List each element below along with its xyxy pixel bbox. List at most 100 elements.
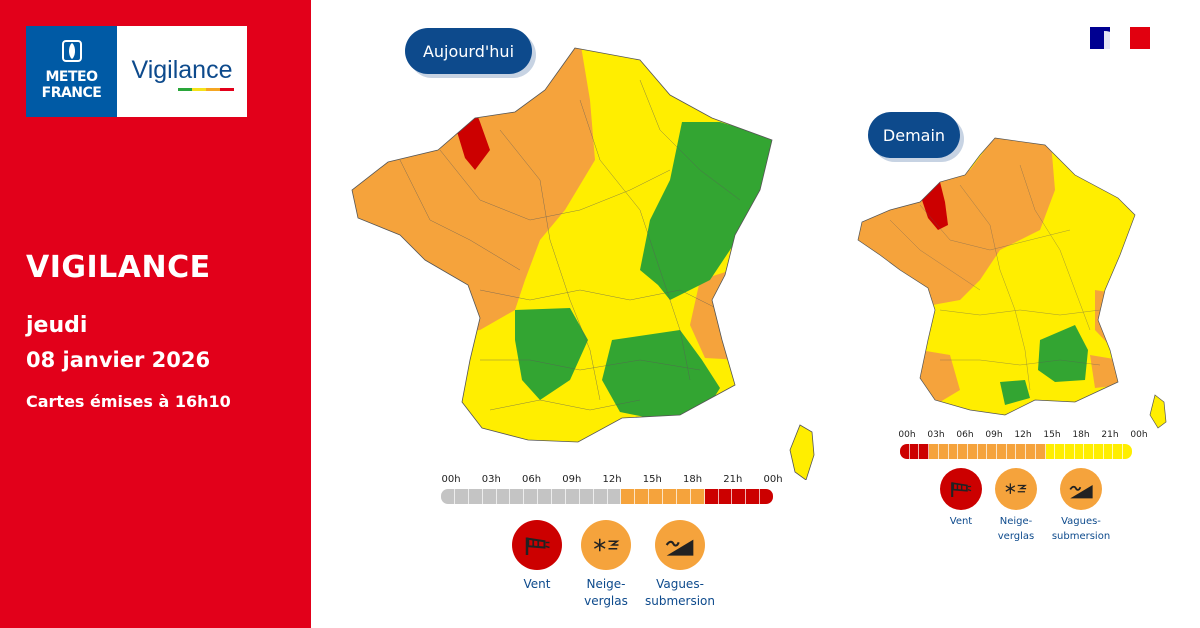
timeline-hour-segment bbox=[1035, 444, 1046, 459]
hazard-label: Neige- verglas bbox=[584, 577, 628, 608]
timeline-hour-segment bbox=[663, 489, 677, 504]
meteo-france-line2: FRANCE bbox=[41, 85, 102, 101]
timeline-hour-segment bbox=[987, 444, 998, 459]
timeline-hour-segment bbox=[635, 489, 650, 504]
hazard-label: Vent bbox=[949, 516, 973, 527]
date-full: 08 janvier 2026 bbox=[26, 348, 211, 372]
timeline-hour-segment bbox=[1045, 444, 1056, 459]
timeline-hour-segment bbox=[732, 489, 747, 504]
timeline-hour-segment bbox=[1094, 444, 1104, 459]
timeline-hour-label: 09h bbox=[985, 430, 1003, 440]
timeline-hour-segment bbox=[1016, 444, 1027, 459]
tomorrow-map-label: Demain bbox=[868, 112, 960, 158]
timeline-hour-segment bbox=[552, 489, 566, 504]
timeline-hour-segment bbox=[482, 489, 497, 504]
tomorrow-hazard-wind: Vent bbox=[935, 468, 987, 529]
meteo-france-line1: METEO bbox=[45, 69, 98, 85]
today-hazard-wind: Vent bbox=[505, 520, 569, 593]
today-timeline-labels: 00h 03h 06h 09h 12h 15h 18h 21h 00h bbox=[436, 474, 788, 485]
issue-time: Cartes émises à 16h10 bbox=[26, 392, 231, 411]
timeline-hour-segment bbox=[1064, 444, 1075, 459]
timeline-hour-segment bbox=[909, 444, 920, 459]
date-weekday: jeudi bbox=[26, 313, 88, 338]
timeline-hour-label: 00h bbox=[1130, 430, 1148, 440]
timeline-hour-label: 06h bbox=[956, 430, 974, 440]
info-panel: METEO FRANCE Vigilance VIGILANCE jeudi 0… bbox=[0, 0, 311, 628]
today-map-label: Aujourd'hui bbox=[405, 28, 532, 74]
timeline-hour-segment bbox=[676, 489, 691, 504]
timeline-hour-segment bbox=[441, 489, 455, 504]
today-hazard-snow-ice: Neige- verglas bbox=[574, 520, 638, 610]
timeline-hour-segment bbox=[1113, 444, 1124, 459]
timeline-hour-label: 18h bbox=[682, 474, 703, 485]
vigilance-color-strip bbox=[178, 88, 234, 91]
tomorrow-hazard-waves: Vagues- submersion bbox=[1045, 468, 1117, 544]
timeline-hour-label: 12h bbox=[1014, 430, 1032, 440]
wind-icon bbox=[512, 520, 562, 570]
hazard-label: Vagues- submersion bbox=[644, 577, 715, 608]
timeline-hour-label: 21h bbox=[1101, 430, 1119, 440]
timeline-hour-segment bbox=[1074, 444, 1085, 459]
timeline-hour-segment bbox=[958, 444, 968, 459]
timeline-hour-segment bbox=[938, 444, 949, 459]
timeline-hour-label: 00h bbox=[441, 474, 461, 485]
snow-ice-icon bbox=[995, 468, 1037, 510]
waves-icon bbox=[1060, 468, 1102, 510]
timeline-hour-label: 03h bbox=[927, 430, 945, 440]
timeline-hour-label: 09h bbox=[562, 474, 582, 485]
meteo-france-logo: METEO FRANCE bbox=[26, 26, 117, 117]
timeline-hour-segment bbox=[690, 489, 705, 504]
meteo-france-emblem-icon bbox=[62, 40, 82, 62]
timeline-hour-segment bbox=[1006, 444, 1017, 459]
timeline-hour-label: 18h bbox=[1072, 430, 1090, 440]
page-title: VIGILANCE bbox=[26, 250, 211, 285]
tomorrow-timeline-bar bbox=[900, 444, 1132, 459]
timeline-hour-segment bbox=[1103, 444, 1114, 459]
timeline-hour-segment bbox=[607, 489, 622, 504]
hazard-label: Vent bbox=[523, 577, 551, 591]
timeline-hour-label: 00h bbox=[898, 430, 916, 440]
timeline-hour-segment bbox=[1123, 444, 1132, 459]
timeline-hour-segment bbox=[900, 444, 910, 459]
timeline-hour-label: 15h bbox=[642, 474, 662, 485]
vigilance-logo-text: Vigilance bbox=[131, 56, 233, 84]
timeline-hour-segment bbox=[621, 489, 636, 504]
timeline-hour-segment bbox=[948, 444, 959, 459]
timeline-hour-segment bbox=[760, 489, 773, 504]
waves-icon bbox=[655, 520, 705, 570]
today-timeline-bar bbox=[441, 489, 773, 504]
timeline-hour-label: 12h bbox=[602, 474, 622, 485]
timeline-hour-label: 00h bbox=[763, 474, 783, 485]
timeline-hour-segment bbox=[593, 489, 608, 504]
timeline-hour-label: 21h bbox=[723, 474, 743, 485]
timeline-hour-segment bbox=[967, 444, 978, 459]
wind-icon bbox=[940, 468, 982, 510]
timeline-hour-segment bbox=[1026, 444, 1036, 459]
timeline-hour-segment bbox=[977, 444, 988, 459]
today-hazard-waves: Vagues- submersion bbox=[640, 520, 720, 610]
timeline-hour-segment bbox=[496, 489, 511, 504]
vigilance-logo: METEO FRANCE Vigilance bbox=[26, 26, 247, 117]
timeline-hour-segment bbox=[1084, 444, 1095, 459]
timeline-hour-segment bbox=[524, 489, 539, 504]
vigilance-color-swatch bbox=[206, 88, 220, 91]
hazard-label: Vagues- submersion bbox=[1051, 516, 1111, 542]
timeline-hour-segment bbox=[746, 489, 761, 504]
vigilance-color-swatch bbox=[220, 88, 234, 91]
timeline-hour-segment bbox=[538, 489, 552, 504]
timeline-hour-segment bbox=[510, 489, 525, 504]
timeline-hour-label: 15h bbox=[1043, 430, 1061, 440]
republique-francaise-flag-icon bbox=[1090, 27, 1150, 49]
timeline-hour-segment bbox=[997, 444, 1007, 459]
timeline-hour-segment bbox=[454, 489, 469, 504]
timeline-hour-segment bbox=[468, 489, 483, 504]
vigilance-color-swatch bbox=[178, 88, 192, 91]
today-france-map bbox=[351, 47, 815, 480]
tomorrow-france-map bbox=[857, 137, 1167, 429]
timeline-hour-segment bbox=[1055, 444, 1065, 459]
vigilance-color-swatch bbox=[192, 88, 206, 91]
timeline-hour-label: 03h bbox=[481, 474, 501, 485]
timeline-hour-segment bbox=[579, 489, 594, 504]
timeline-hour-segment bbox=[718, 489, 733, 504]
timeline-hour-segment bbox=[929, 444, 939, 459]
